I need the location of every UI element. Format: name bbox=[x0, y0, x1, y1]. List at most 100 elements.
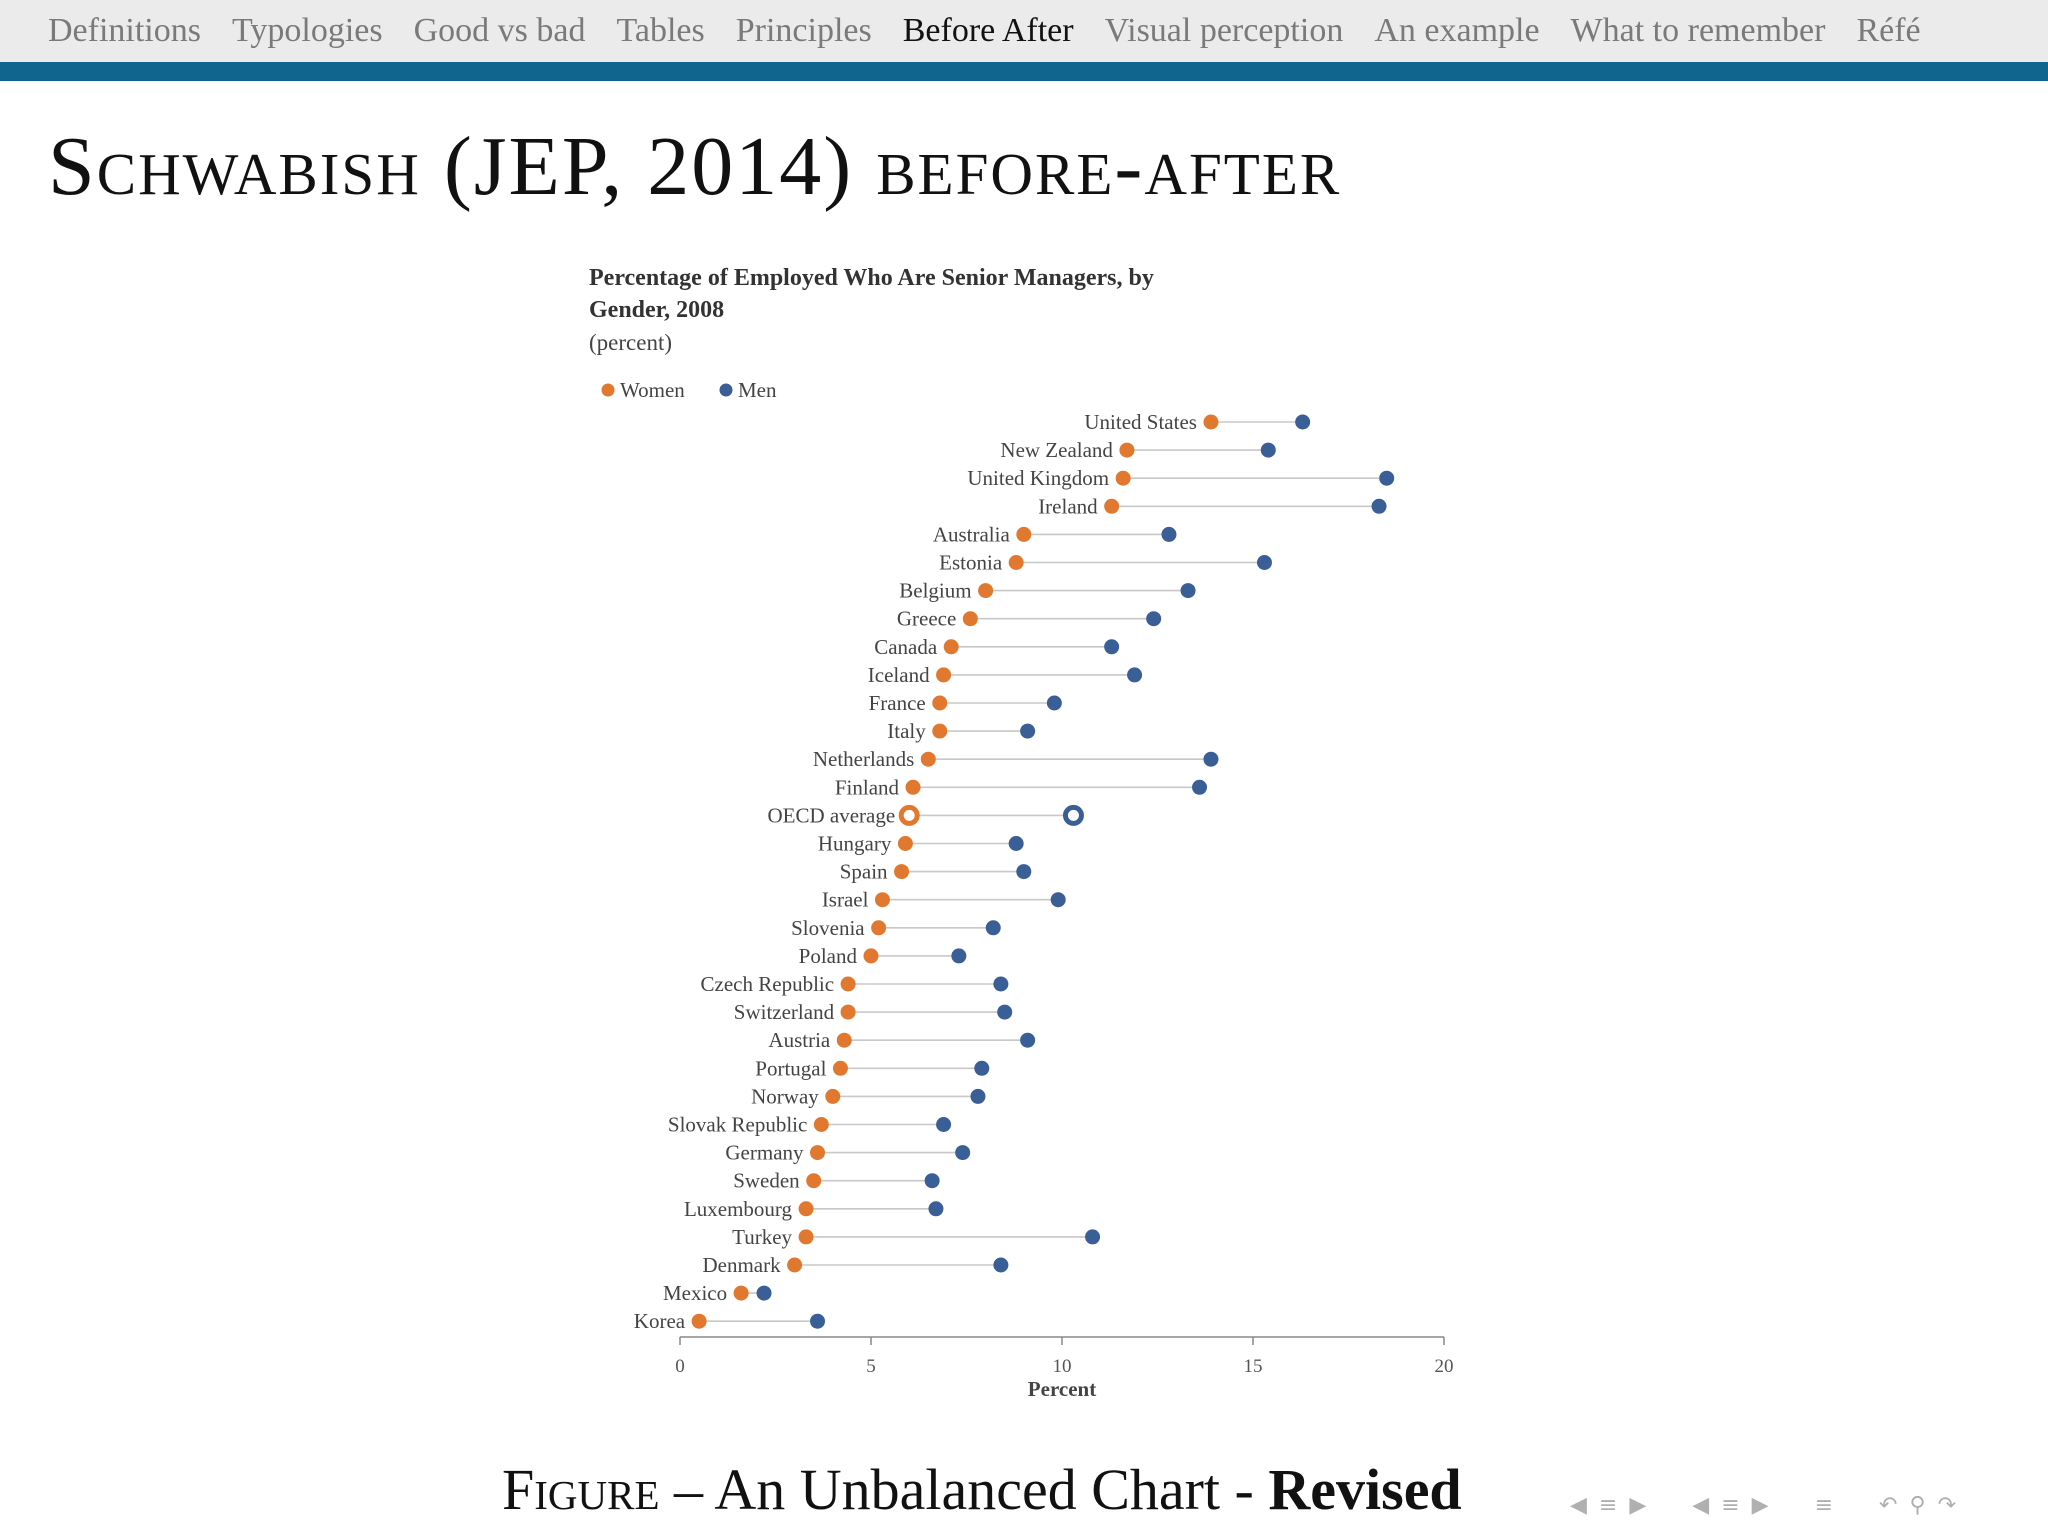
women-point bbox=[920, 751, 936, 767]
nav-item[interactable]: An example bbox=[1374, 12, 1540, 49]
category-label: Poland bbox=[799, 944, 858, 968]
category-label: Canada bbox=[874, 635, 938, 659]
chart-title-line: Percentage of Employed Who Are Senior Ma… bbox=[589, 265, 1154, 291]
caption-figure-label: Figure bbox=[502, 1457, 660, 1522]
frame-prev-icon[interactable]: ◀ bbox=[1570, 1492, 1587, 1518]
women-point bbox=[836, 1032, 852, 1048]
subsection-prev-icon[interactable]: ◀ bbox=[1692, 1492, 1710, 1518]
women-point bbox=[897, 836, 913, 851]
men-point bbox=[974, 1060, 990, 1076]
men-point bbox=[1050, 892, 1066, 908]
category-label: Norway bbox=[751, 1084, 819, 1108]
category-label: Turkey bbox=[732, 1225, 792, 1249]
category-label: Sweden bbox=[733, 1169, 800, 1193]
chart-title-line: Gender, 2008 bbox=[589, 297, 724, 323]
category-label: Slovenia bbox=[791, 916, 865, 940]
men-point bbox=[1127, 667, 1143, 683]
women-point bbox=[1104, 498, 1120, 514]
category-label: Austria bbox=[768, 1028, 831, 1052]
women-point bbox=[871, 920, 887, 936]
presentation-controls: ◀ ≡ ▶ ◀ ≡ ▶ ≡ ↶ ⚲ ↷ bbox=[1570, 1488, 1956, 1522]
women-point bbox=[798, 1201, 814, 1217]
men-point bbox=[1260, 442, 1276, 458]
x-tick-label: 5 bbox=[866, 1356, 876, 1377]
women-point bbox=[798, 1229, 814, 1245]
category-label: United States bbox=[1084, 410, 1197, 434]
men-point bbox=[1085, 1229, 1101, 1245]
caption-text: – An Unbalanced Chart - bbox=[659, 1457, 1269, 1522]
x-tick-label: 15 bbox=[1244, 1356, 1263, 1377]
nav-item[interactable]: What to remember bbox=[1570, 12, 1826, 49]
men-point bbox=[1046, 695, 1062, 711]
slide-title: Schwabish (JEP, 2014) before-after bbox=[48, 120, 1342, 213]
women-point bbox=[1119, 442, 1135, 458]
women-point bbox=[832, 1060, 848, 1076]
navigation-accent-bar bbox=[0, 62, 2048, 81]
category-label: United Kingdom bbox=[967, 466, 1109, 490]
men-point bbox=[1295, 414, 1311, 430]
nav-item[interactable]: Typologies bbox=[231, 12, 383, 49]
caption-bold-text: Revised bbox=[1268, 1457, 1462, 1522]
women-point bbox=[932, 723, 948, 739]
category-label: Luxembourg bbox=[684, 1197, 793, 1221]
redo-icon[interactable]: ↷ bbox=[1937, 1492, 1956, 1518]
category-label: Italy bbox=[887, 719, 926, 743]
men-point bbox=[1146, 611, 1162, 627]
legend-label-men: Men bbox=[738, 378, 777, 402]
women-point bbox=[1008, 555, 1024, 570]
category-label: Germany bbox=[725, 1141, 804, 1165]
x-tick-label: 0 bbox=[675, 1356, 685, 1377]
men-point bbox=[1008, 836, 1024, 851]
category-label: Korea bbox=[634, 1309, 686, 1333]
figure-caption: Figure – An Unbalanced Chart - Revised bbox=[502, 1456, 1462, 1523]
category-label: Belgium bbox=[899, 579, 971, 603]
nav-item[interactable]: Visual perception bbox=[1104, 12, 1344, 49]
category-label: Iceland bbox=[868, 663, 930, 687]
men-point bbox=[1371, 498, 1387, 514]
nav-item[interactable]: Principles bbox=[735, 12, 872, 49]
men-point bbox=[985, 920, 1001, 936]
nav-item[interactable]: Before After bbox=[902, 12, 1074, 49]
women-point bbox=[1115, 470, 1131, 486]
search-icon[interactable]: ⚲ bbox=[1909, 1492, 1926, 1518]
men-point bbox=[1020, 1032, 1036, 1048]
category-label: OECD average bbox=[767, 803, 895, 827]
women-point bbox=[978, 583, 994, 599]
men-point bbox=[993, 976, 1009, 992]
frame-next-icon[interactable]: ▶ bbox=[1629, 1492, 1647, 1518]
women-point bbox=[787, 1257, 803, 1273]
nav-item[interactable]: Good vs bad bbox=[413, 12, 586, 49]
women-point bbox=[943, 639, 959, 655]
nav-item[interactable]: Réfé bbox=[1856, 12, 1921, 49]
legend-marker-women bbox=[601, 383, 615, 397]
men-point bbox=[1016, 864, 1032, 880]
women-point bbox=[874, 892, 890, 908]
category-label: Australia bbox=[933, 522, 1011, 546]
category-label: Hungary bbox=[818, 832, 892, 856]
category-label: Estonia bbox=[939, 551, 1003, 575]
men-point bbox=[1256, 555, 1272, 570]
men-point bbox=[993, 1257, 1009, 1273]
men-point bbox=[928, 1201, 944, 1217]
women-point bbox=[905, 779, 921, 795]
category-label: Ireland bbox=[1038, 494, 1098, 518]
subsection-icon[interactable]: ≡ bbox=[1721, 1492, 1740, 1518]
category-label: Finland bbox=[835, 775, 900, 799]
chart-subtitle: (percent) bbox=[589, 330, 672, 355]
category-label: Mexico bbox=[663, 1281, 727, 1305]
men-point bbox=[951, 948, 967, 964]
women-point bbox=[825, 1088, 841, 1104]
section-icon[interactable]: ≡ bbox=[1598, 1492, 1618, 1518]
nav-item[interactable]: Definitions bbox=[48, 12, 201, 49]
men-point bbox=[955, 1145, 971, 1161]
women-point bbox=[932, 695, 948, 711]
men-point bbox=[997, 1004, 1013, 1020]
men-point bbox=[1192, 779, 1208, 795]
men-point bbox=[924, 1173, 940, 1189]
women-point bbox=[810, 1145, 826, 1161]
outline-icon[interactable]: ≡ bbox=[1814, 1492, 1833, 1518]
undo-icon[interactable]: ↶ bbox=[1879, 1492, 1898, 1518]
women-point bbox=[840, 976, 856, 992]
nav-item[interactable]: Tables bbox=[616, 12, 705, 49]
subsection-next-icon[interactable]: ▶ bbox=[1751, 1492, 1769, 1518]
